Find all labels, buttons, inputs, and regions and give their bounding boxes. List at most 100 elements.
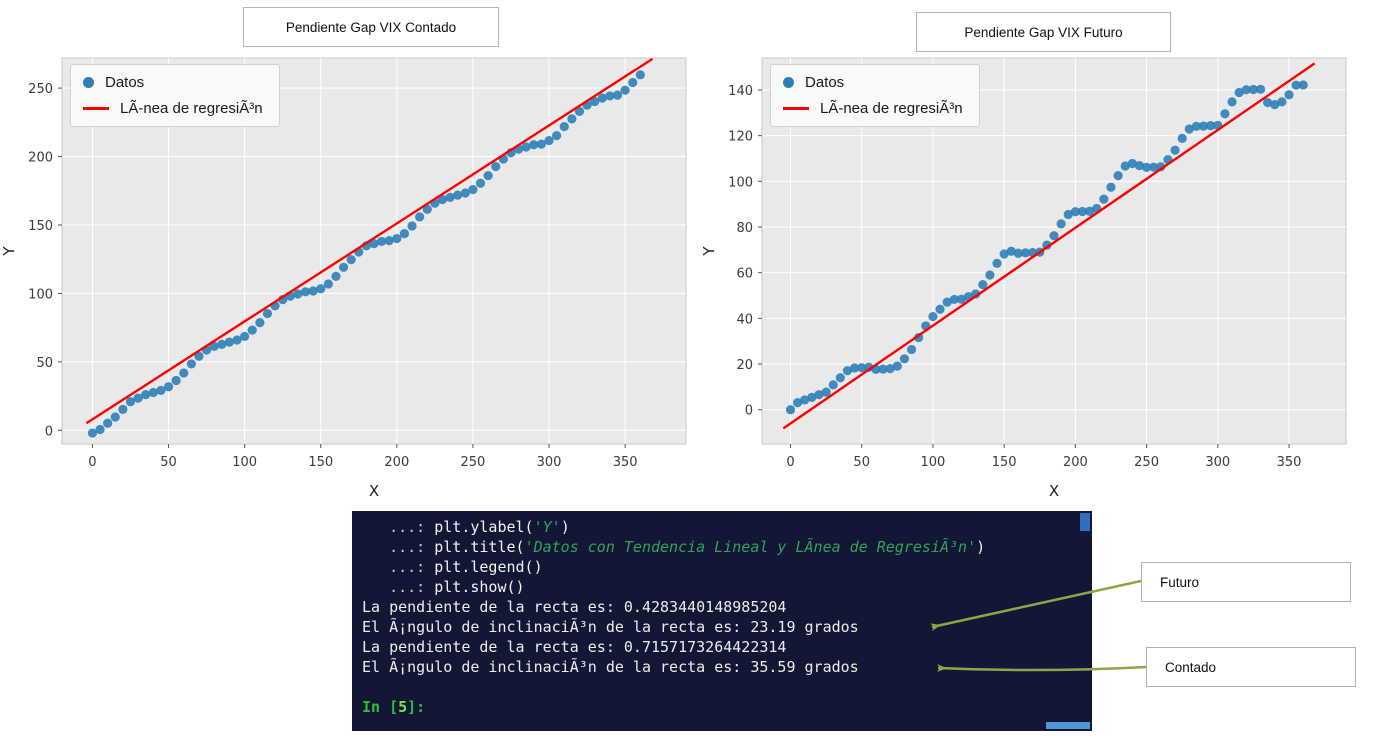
scatter-point (1113, 171, 1123, 181)
scatter-point (949, 294, 959, 305)
scatter-point (392, 233, 402, 244)
scatter-point (217, 339, 227, 349)
scatter-point (407, 221, 417, 231)
scatter-point (807, 392, 817, 403)
scatter-point (460, 188, 470, 198)
scatter-point (956, 294, 967, 304)
regression-line-icon (83, 107, 109, 110)
scatter-point (156, 385, 166, 395)
horizontal-scrollbar-thumb[interactable] (1046, 722, 1090, 729)
terminal-text-code: plt.show() (434, 578, 525, 596)
terminal-line: In [5]: (362, 697, 1078, 717)
scatter-point (544, 135, 554, 146)
scatter-point (1149, 162, 1159, 172)
scatter-point (1020, 248, 1031, 258)
scatter-point (842, 366, 853, 376)
scatter-point (468, 184, 478, 195)
console-output: ...: plt.ylabel('Y') ...: plt.title('Dat… (362, 517, 1078, 717)
terminal-text-inprompt: In [ (362, 698, 399, 716)
y-tick-label: 50 (36, 356, 53, 371)
terminal-text-code: plt.title( (434, 538, 525, 556)
scatter-point (612, 90, 623, 100)
x-tick-label: 300 (537, 455, 562, 470)
scatter-point (247, 325, 257, 335)
scatter-point (1170, 145, 1180, 155)
scatter-point (821, 387, 831, 397)
scatter-point (399, 229, 410, 239)
scatter-point (1270, 99, 1280, 110)
vertical-scrollbar-thumb[interactable] (1080, 513, 1090, 531)
terminal-line: ...: plt.ylabel('Y') (362, 517, 1078, 537)
y-tick-label: 250 (28, 82, 53, 97)
scatter-point (605, 91, 615, 101)
legend-label-regression: LÃ-nea de regresiÃ³n (820, 100, 963, 117)
scatter-point (1127, 158, 1137, 169)
scatter-point (95, 424, 105, 435)
scatter-point (567, 114, 577, 124)
scatter-point (1284, 90, 1294, 100)
chart-title-futuro: Pendiente Gap VIX Futuro (964, 24, 1123, 40)
scatter-marker-icon (83, 77, 94, 88)
scatter-point (1134, 160, 1145, 171)
terminal-text-output: El Ã¡ngulo de inclinaciÃ³n de la recta e… (362, 658, 859, 676)
scatter-point (1241, 85, 1251, 95)
chart-title-box-contado: Pendiente Gap VIX Contado (243, 7, 499, 47)
scatter-marker-icon (783, 77, 794, 88)
x-tick-label: 0 (786, 455, 794, 470)
x-tick-label: 100 (232, 455, 257, 470)
callout-futuro-label: Futuro (1160, 574, 1200, 590)
scatter-point (437, 194, 448, 205)
terminal-text-prompt: ...: (362, 558, 435, 576)
chart-title-contado: Pendiente Gap VIX Contado (285, 19, 457, 35)
y-tick-label: 0 (45, 424, 53, 439)
x-axis-label: X (1049, 482, 1059, 500)
legend-label-datos: Datos (805, 74, 845, 91)
ipython-console[interactable]: ...: plt.ylabel('Y') ...: plt.title('Dat… (352, 511, 1092, 731)
callout-contado: Contado (1146, 647, 1356, 687)
scatter-point (1227, 97, 1237, 107)
terminal-text-output: La pendiente de la recta es: 0.428344014… (362, 598, 787, 616)
scatter-point (1248, 84, 1259, 95)
y-tick-label: 150 (28, 219, 53, 234)
x-tick-label: 150 (992, 455, 1017, 470)
terminal-line (362, 677, 1078, 697)
scatter-point (1099, 194, 1109, 204)
scatter-point (331, 271, 341, 281)
scatter-point (1077, 206, 1088, 217)
scatter-point (262, 308, 273, 319)
y-tick-label: 0 (745, 404, 753, 419)
x-tick-label: 0 (88, 455, 96, 470)
scatter-point (1106, 182, 1116, 192)
scatter-point (521, 142, 531, 152)
x-tick-label: 250 (461, 455, 486, 470)
scatter-point (1298, 80, 1308, 90)
scatter-point (1141, 162, 1152, 173)
scatter-point (785, 405, 796, 415)
scatter-point (453, 190, 463, 200)
x-tick-label: 50 (160, 455, 177, 470)
scatter-point (475, 178, 486, 188)
scatter-point (308, 286, 318, 296)
scatter-point (935, 304, 945, 314)
scatter-point (1291, 80, 1301, 90)
scatter-point (118, 404, 128, 414)
x-axis-label: X (369, 482, 379, 500)
scatter-point (1042, 240, 1052, 250)
scatter-point (928, 311, 938, 322)
scatter-point (194, 351, 204, 361)
y-tick-label: 200 (28, 151, 53, 166)
terminal-line: ...: plt.title('Datos con Tendencia Line… (362, 537, 1078, 557)
scatter-point (1206, 121, 1216, 131)
chart-contado: 0 50 100 150 200 250 300 350 0 50 100 150 200 250 X Y D… (0, 40, 700, 508)
scatter-point (346, 255, 356, 265)
scatter-point (814, 390, 824, 400)
y-tick-label: 100 (28, 287, 53, 302)
x-tick-label: 50 (853, 455, 870, 470)
scatter-point (369, 239, 379, 249)
scatter-point (338, 262, 349, 272)
scatter-point (87, 428, 98, 438)
scatter-point (1070, 207, 1080, 217)
regression-line (85, 57, 654, 425)
scatter-point (590, 96, 600, 107)
scatter-point (1063, 209, 1073, 220)
